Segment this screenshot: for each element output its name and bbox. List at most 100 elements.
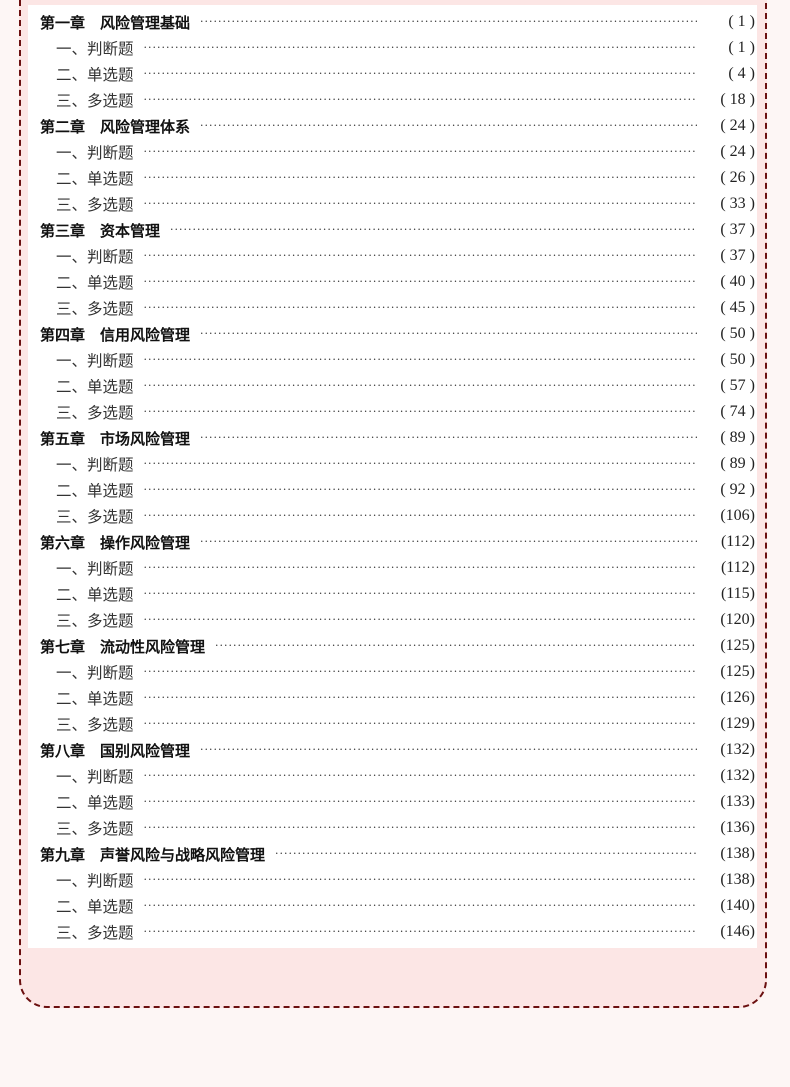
toc-section-row: 二、单选题 ···································…	[28, 789, 757, 815]
toc-chapter-row: 第八章 国别风险管理 ······························…	[28, 737, 757, 763]
toc-page-number: (146)	[720, 923, 755, 940]
dot-leader: ········································…	[143, 587, 697, 600]
toc-section-row: 三、多选题 ···································…	[28, 919, 757, 945]
toc-chapter-row: 第七章 流动性风险管理 ·····························…	[28, 633, 757, 659]
toc-entry-title: 一、判断题	[56, 40, 134, 58]
dot-leader: ········································…	[143, 483, 697, 496]
toc-chapter-row: 第一章 风险管理基础 ······························…	[28, 9, 757, 35]
toc-entry-title: 三、多选题	[56, 508, 134, 526]
toc-page-number: ( 37 )	[720, 221, 755, 238]
dot-leader: ········································…	[143, 873, 697, 886]
dot-leader: ········································…	[143, 509, 697, 522]
dot-leader: ········································…	[170, 223, 697, 236]
toc-entry-title: 三、多选题	[56, 92, 134, 110]
toc-page-number: (125)	[720, 663, 755, 680]
toc-section-row: 二、单选题 ···································…	[28, 269, 757, 295]
dot-leader: ········································…	[143, 301, 697, 314]
toc-page-number: ( 89 )	[720, 429, 755, 446]
toc-entry-title: 第二章 风险管理体系	[40, 117, 191, 136]
toc-page-number: ( 4 )	[728, 65, 755, 82]
toc-page-number: (132)	[720, 741, 755, 758]
toc-entry-title: 三、多选题	[56, 196, 134, 214]
dot-leader: ········································…	[143, 405, 697, 418]
dot-leader: ········································…	[143, 379, 697, 392]
dot-leader: ········································…	[215, 639, 697, 652]
toc-page-number: (112)	[720, 559, 755, 576]
dot-leader: ········································…	[143, 197, 697, 210]
toc-section-row: 二、单选题 ···································…	[28, 165, 757, 191]
toc-chapter-row: 第四章 信用风险管理 ······························…	[28, 321, 757, 347]
toc-section-row: 二、单选题 ···································…	[28, 581, 757, 607]
dot-leader: ········································…	[143, 249, 697, 262]
toc-section-row: 二、单选题 ···································…	[28, 61, 757, 87]
toc-entry-title: 第七章 流动性风险管理	[40, 637, 206, 656]
toc-entry-title: 第九章 声誉风险与战略风险管理	[40, 845, 266, 864]
dot-leader: ········································…	[200, 119, 697, 132]
toc-section-row: 一、判断题 ···································…	[28, 867, 757, 893]
dot-leader: ········································…	[143, 717, 697, 730]
toc-entry-title: 第一章 风险管理基础	[40, 13, 191, 32]
toc-entry-title: 第八章 国别风险管理	[40, 741, 191, 760]
toc-entry-title: 一、判断题	[56, 144, 134, 162]
toc-page-number: (140)	[720, 897, 755, 914]
toc-section-row: 三、多选题 ···································…	[28, 191, 757, 217]
toc-page-number: ( 18 )	[720, 91, 755, 108]
toc-page-number: (115)	[720, 585, 755, 602]
toc-sheet: 第一章 风险管理基础 ······························…	[28, 5, 757, 948]
dot-leader: ········································…	[200, 743, 697, 756]
toc-entry-title: 二、单选题	[56, 170, 134, 188]
toc-entry-title: 第四章 信用风险管理	[40, 325, 191, 344]
dot-leader: ········································…	[143, 67, 697, 80]
dot-leader: ········································…	[143, 821, 697, 834]
toc-entry-title: 三、多选题	[56, 404, 134, 422]
toc-section-row: 二、单选题 ···································…	[28, 477, 757, 503]
dot-leader: ········································…	[143, 769, 697, 782]
toc-chapter-row: 第二章 风险管理体系 ······························…	[28, 113, 757, 139]
dot-leader: ········································…	[200, 535, 697, 548]
toc-section-row: 一、判断题 ···································…	[28, 347, 757, 373]
toc-section-row: 二、单选题 ···································…	[28, 893, 757, 919]
dot-leader: ········································…	[143, 613, 697, 626]
dot-leader: ········································…	[143, 561, 697, 574]
toc-chapter-row: 第五章 市场风险管理 ······························…	[28, 425, 757, 451]
toc-entry-title: 一、判断题	[56, 664, 134, 682]
toc-chapter-row: 第六章 操作风险管理 ······························…	[28, 529, 757, 555]
toc-page-number: ( 24 )	[720, 143, 755, 160]
toc-section-row: 一、判断题 ···································…	[28, 451, 757, 477]
toc-page-number: (106)	[720, 507, 755, 524]
toc-page-number: ( 33 )	[720, 195, 755, 212]
dot-leader: ········································…	[143, 171, 697, 184]
dot-leader: ········································…	[143, 275, 697, 288]
dot-leader: ········································…	[143, 457, 697, 470]
toc-section-row: 三、多选题 ···································…	[28, 503, 757, 529]
dot-leader: ········································…	[143, 353, 697, 366]
dot-leader: ········································…	[143, 691, 697, 704]
toc-section-row: 二、单选题 ···································…	[28, 685, 757, 711]
dot-leader: ········································…	[275, 847, 697, 860]
toc-entry-title: 三、多选题	[56, 612, 134, 630]
dot-leader: ········································…	[143, 925, 697, 938]
toc-entry-title: 一、判断题	[56, 248, 134, 266]
toc-page-number: (125)	[720, 637, 755, 654]
toc-entry-title: 二、单选题	[56, 898, 134, 916]
toc-page-number: ( 92 )	[720, 481, 755, 498]
toc-section-row: 三、多选题 ···································…	[28, 87, 757, 113]
dot-leader: ········································…	[143, 795, 697, 808]
toc-page-number: (138)	[720, 871, 755, 888]
toc-page-number: ( 57 )	[720, 377, 755, 394]
toc-section-row: 三、多选题 ···································…	[28, 399, 757, 425]
toc-page-number: ( 26 )	[720, 169, 755, 186]
toc-page-number: (133)	[720, 793, 755, 810]
dot-leader: ········································…	[200, 15, 697, 28]
dot-leader: ········································…	[143, 665, 697, 678]
toc-entry-title: 第五章 市场风险管理	[40, 429, 191, 448]
toc-page-number: (129)	[720, 715, 755, 732]
toc-entry-title: 一、判断题	[56, 456, 134, 474]
toc-page-number: ( 89 )	[720, 455, 755, 472]
toc-entry-title: 二、单选题	[56, 586, 134, 604]
toc-entry-title: 二、单选题	[56, 66, 134, 84]
toc-page-number: (120)	[720, 611, 755, 628]
toc-page-number: (126)	[720, 689, 755, 706]
toc-entry-title: 一、判断题	[56, 768, 134, 786]
toc-entry-title: 二、单选题	[56, 482, 134, 500]
